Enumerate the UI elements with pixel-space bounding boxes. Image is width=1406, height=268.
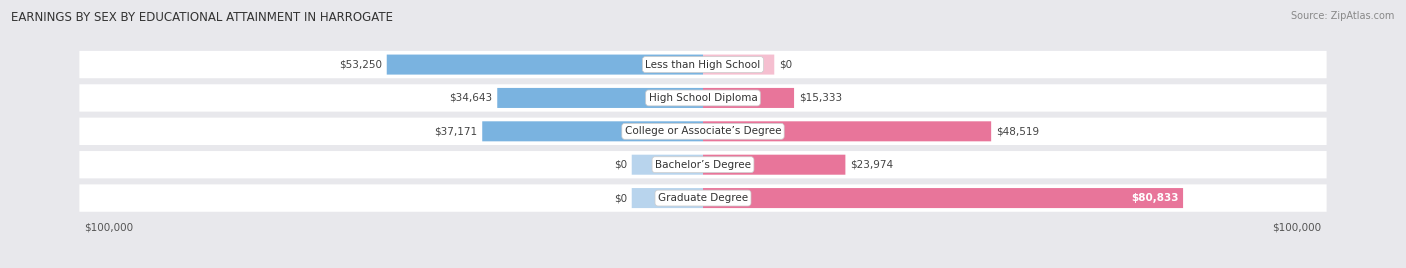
- FancyBboxPatch shape: [387, 55, 703, 75]
- Text: High School Diploma: High School Diploma: [648, 93, 758, 103]
- Text: $0: $0: [614, 193, 627, 203]
- FancyBboxPatch shape: [703, 88, 794, 108]
- Text: $80,833: $80,833: [1130, 193, 1178, 203]
- FancyBboxPatch shape: [631, 155, 703, 175]
- FancyBboxPatch shape: [79, 84, 1327, 112]
- FancyBboxPatch shape: [703, 188, 1182, 208]
- Text: EARNINGS BY SEX BY EDUCATIONAL ATTAINMENT IN HARROGATE: EARNINGS BY SEX BY EDUCATIONAL ATTAINMEN…: [11, 11, 394, 24]
- Text: College or Associate’s Degree: College or Associate’s Degree: [624, 126, 782, 136]
- FancyBboxPatch shape: [703, 121, 991, 141]
- FancyBboxPatch shape: [703, 55, 775, 75]
- FancyBboxPatch shape: [79, 118, 1327, 145]
- FancyBboxPatch shape: [631, 188, 703, 208]
- FancyBboxPatch shape: [79, 51, 1327, 78]
- Text: $34,643: $34,643: [450, 93, 492, 103]
- FancyBboxPatch shape: [703, 155, 845, 175]
- Text: Graduate Degree: Graduate Degree: [658, 193, 748, 203]
- Text: Source: ZipAtlas.com: Source: ZipAtlas.com: [1291, 11, 1395, 21]
- Text: $15,333: $15,333: [799, 93, 842, 103]
- Text: $23,974: $23,974: [851, 160, 893, 170]
- Text: $48,519: $48,519: [995, 126, 1039, 136]
- Text: $53,250: $53,250: [339, 59, 382, 70]
- Text: Less than High School: Less than High School: [645, 59, 761, 70]
- FancyBboxPatch shape: [482, 121, 703, 141]
- Text: $37,171: $37,171: [434, 126, 478, 136]
- Text: Bachelor’s Degree: Bachelor’s Degree: [655, 160, 751, 170]
- Text: $0: $0: [614, 160, 627, 170]
- FancyBboxPatch shape: [79, 184, 1327, 212]
- Text: $0: $0: [779, 59, 792, 70]
- FancyBboxPatch shape: [79, 151, 1327, 178]
- FancyBboxPatch shape: [498, 88, 703, 108]
